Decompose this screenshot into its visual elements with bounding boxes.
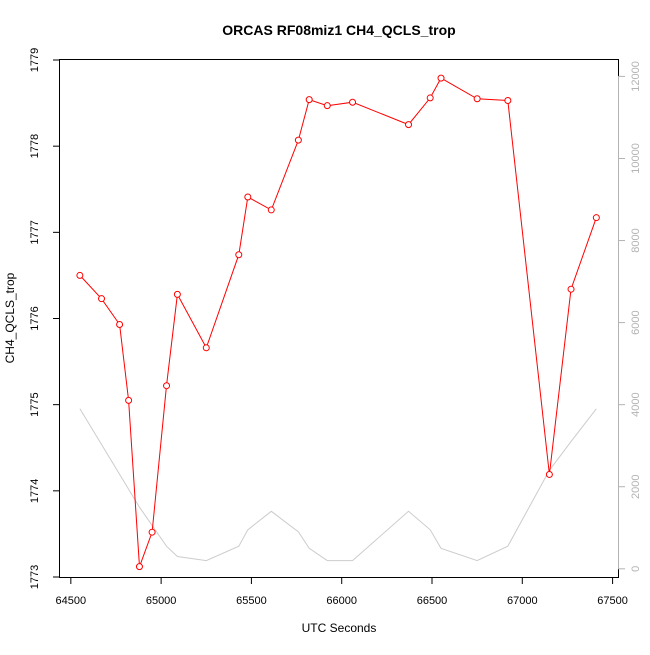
red-series-point — [426, 94, 434, 102]
x-tick-label: 65000 — [146, 595, 177, 607]
red-series-point — [405, 121, 413, 129]
red-series-point — [148, 528, 156, 536]
x-axis-label: UTC Seconds — [302, 621, 377, 635]
red-series-point — [294, 136, 302, 144]
y2-tick-label: 2000 — [630, 474, 642, 498]
red-series-point — [244, 193, 252, 201]
x-tick-label: 67000 — [507, 595, 538, 607]
series-layer — [76, 74, 600, 571]
x-tick-label: 66000 — [326, 595, 357, 607]
y2-tick-label: 6000 — [630, 310, 642, 334]
y-tick-label: 1773 — [29, 565, 41, 589]
red-series-point — [437, 74, 445, 82]
gray-series-line — [79, 408, 597, 562]
y-axis-label: CH4_QCLS_trop — [3, 272, 17, 363]
chart-title: ORCAS RF08miz1 CH4_QCLS_trop — [222, 22, 455, 38]
red-series-point — [125, 396, 133, 404]
x-tick-label: 64500 — [56, 595, 87, 607]
y-tick-label: 1774 — [29, 479, 41, 503]
y-tick-label: 1777 — [29, 220, 41, 244]
x-tick-label: 65500 — [236, 595, 267, 607]
red-series-point — [305, 96, 313, 104]
red-series-point — [135, 563, 143, 571]
red-series-point — [473, 95, 481, 103]
red-series-point — [323, 102, 331, 110]
y-tick-label: 1778 — [29, 134, 41, 158]
red-series-point — [173, 290, 181, 298]
red-series-point — [116, 321, 124, 329]
y-tick-label: 1775 — [29, 392, 41, 416]
red-series-point — [98, 295, 106, 303]
y-axis-left: 1773 1774 1775 1776 1777 1778 1779 — [29, 48, 60, 589]
y2-tick-label: 8000 — [630, 228, 642, 252]
red-series-point — [592, 214, 600, 222]
red-series-point — [504, 96, 512, 104]
y-tick-label: 1776 — [29, 306, 41, 330]
red-series-point — [76, 271, 84, 279]
y-axis-right: 0 2000 4000 6000 8000 10000 12000 — [618, 61, 642, 572]
plot-frame — [59, 59, 619, 578]
red-series-point — [202, 344, 210, 352]
red-series-line — [79, 77, 597, 567]
y2-tick-label: 4000 — [630, 392, 642, 416]
x-axis: 64500 65000 65500 66000 66500 67000 67500 — [56, 577, 628, 607]
y2-tick-label: 10000 — [630, 143, 642, 174]
y2-tick-label: 12000 — [630, 61, 642, 92]
red-series-point — [235, 251, 243, 259]
red-series-point — [545, 470, 553, 478]
x-tick-label: 66500 — [417, 595, 448, 607]
y2-tick-label: 0 — [630, 566, 642, 572]
x-tick-label: 67500 — [597, 595, 628, 607]
red-series-point — [163, 382, 171, 390]
red-series-point — [267, 206, 275, 214]
red-series-point — [349, 98, 357, 106]
y-tick-label: 1779 — [29, 48, 41, 72]
red-series-point — [567, 285, 575, 293]
